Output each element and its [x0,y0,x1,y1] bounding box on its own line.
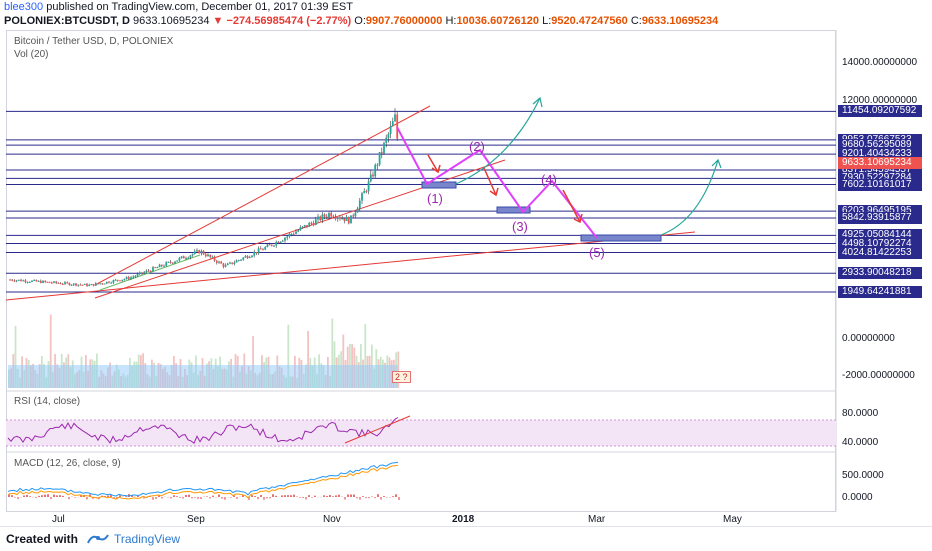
high-value: 10036.60726120 [456,15,539,27]
footer: Created with TradingView [0,526,932,551]
event-badge[interactable]: 2 ? [392,371,411,383]
open-value: 9907.76000000 [366,15,442,27]
tradingview-logo-icon [86,532,110,546]
macd-axis-label: 500.0000 [842,470,884,481]
wave-label-4: (4) [541,172,557,187]
current-price-tag: 9633.10695234 [838,157,922,169]
publish-info: blee300 published on TradingView.com, De… [4,1,353,13]
publish-text: published on TradingView.com, December 0… [46,1,353,13]
last-price: 9633.10695234 [133,15,209,27]
rsi-axis-label: 80.0000 [842,408,878,419]
time-axis-label: Sep [187,514,205,525]
time-axis-label: Nov [323,514,341,525]
rsi-axis-label: 40.0000 [842,437,878,448]
author-link[interactable]: blee300 [4,1,43,13]
volume-legend: Vol (20) [14,49,48,60]
time-axis-label: May [723,514,742,525]
price-axis-label: 12000.00000000 [842,95,917,106]
wave-label-3: (3) [512,219,528,234]
level-price-tag: 7602.10161017 [838,179,922,191]
price-axis-label: 14000.00000000 [842,57,917,68]
chart-frame[interactable] [6,30,836,512]
time-axis-label: 2018 [452,514,474,525]
level-price-tag: 5842.93915877 [838,212,922,224]
created-with-label: Created with [6,532,78,546]
wave-label-2: (2) [469,139,485,154]
wave-label-1: (1) [427,191,443,206]
level-price-tag: 2933.90048218 [838,267,922,279]
price-change: ▼ −274.56985474 (−2.77%) [213,15,352,27]
price-axis-label: 0.00000000 [842,333,895,344]
level-price-tag: 4024.81422253 [838,247,922,259]
symbol-label: POLONIEX:BTCUSDT, D [4,15,130,27]
main-legend: Bitcoin / Tether USD, D, POLONIEX [14,36,173,47]
macd-legend: MACD (12, 26, close, 9) [14,458,121,469]
close-label: C: [631,15,642,27]
symbol-ohlc-line: POLONIEX:BTCUSDT, D 9633.10695234 ▼ −274… [4,15,718,27]
time-axis-label: Mar [588,514,605,525]
low-value: 9520.47247560 [551,15,627,27]
price-axis-label: -2000.00000000 [842,370,915,381]
low-label: L: [542,15,551,27]
open-label: O: [354,15,366,27]
high-label: H: [445,15,456,27]
wave-label-5: (5) [589,245,605,260]
time-axis-label: Jul [52,514,65,525]
close-value: 9633.10695234 [642,15,718,27]
level-price-tag: 11454.09207592 [838,105,922,117]
tradingview-brand[interactable]: TradingView [114,532,180,546]
level-price-tag: 1949.64241881 [838,286,922,298]
rsi-legend: RSI (14, close) [14,396,80,407]
macd-axis-label: 0.0000 [842,492,873,503]
